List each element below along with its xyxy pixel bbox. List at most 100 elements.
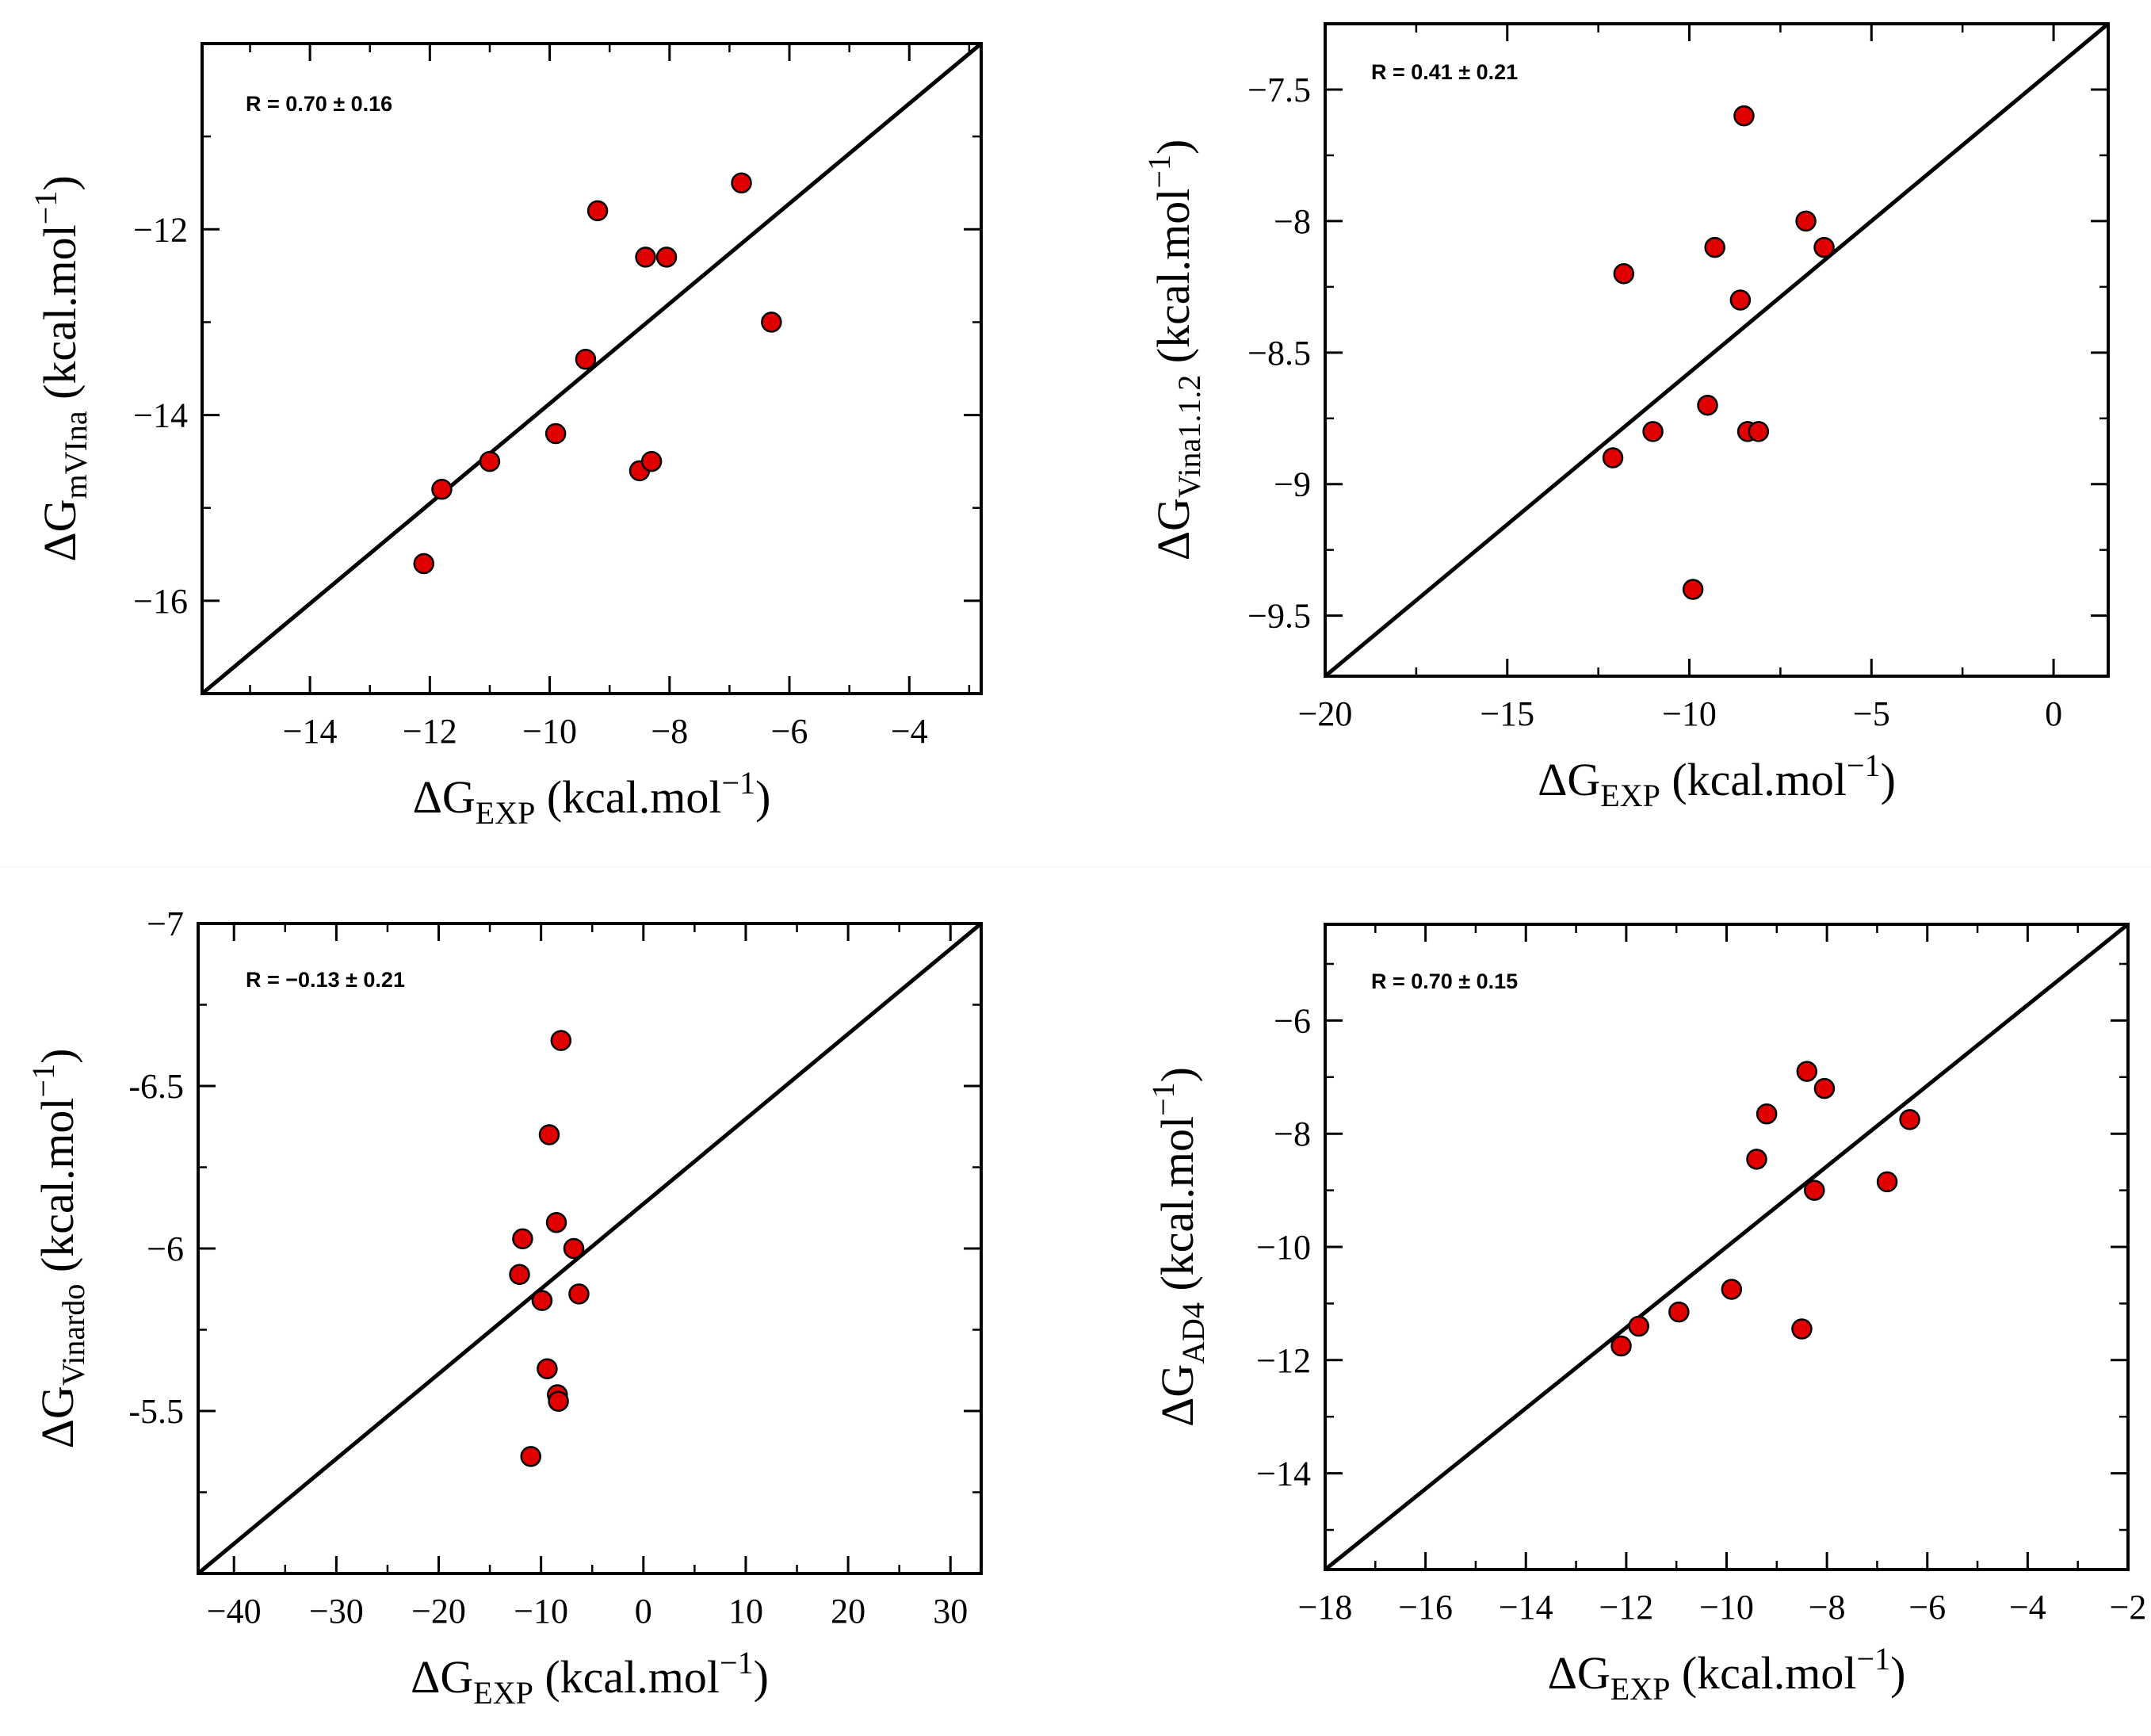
- correlation-annotation: R = 0.70 ± 0.16: [246, 92, 392, 116]
- correlation-annotation: R = −0.13 ± 0.21: [246, 968, 405, 992]
- chart-panel-2: −20 −15 −10 −5 0 −9.5 −9 −8.5 −8 −7.5 R = 0.41 ± 0…: [1141, 22, 2110, 813]
- y-tick-label: −10: [1256, 1228, 1311, 1267]
- data-point: [1602, 447, 1624, 468]
- x-tick-label: −2: [2110, 1588, 2147, 1627]
- data-point: [545, 1211, 567, 1233]
- y-tick-label: −8: [1274, 202, 1311, 241]
- x-tick-label: −6: [771, 712, 808, 751]
- y-axis-label: ΔGVinardo (kcal.mol−1): [25, 1049, 91, 1449]
- data-point: [1899, 1109, 1920, 1130]
- data-point: [1796, 1061, 1818, 1082]
- data-point: [537, 1358, 558, 1379]
- data-point: [538, 1124, 560, 1145]
- x-tick-label: −20: [1298, 694, 1353, 733]
- data-point: [1876, 1171, 1898, 1193]
- x-tick-label: 0: [2045, 694, 2062, 733]
- data-point: [640, 450, 663, 472]
- chart-panel-1: −14 −12 −10 −8 −6 −4 −16 −14 −12 R = 0.70 ± 0.16 Δ…: [28, 42, 983, 831]
- x-tick-label: −20: [411, 1592, 466, 1631]
- x-tick-label: −8: [651, 712, 688, 751]
- y-tick-label: −16: [133, 582, 188, 621]
- data-point: [550, 1030, 572, 1051]
- x-tick-label: −16: [1398, 1588, 1453, 1627]
- data-point: [479, 450, 501, 472]
- x-tick-label: −6: [1908, 1588, 1946, 1627]
- data-point: [1721, 1279, 1743, 1300]
- y-tick-label: −14: [1256, 1455, 1311, 1493]
- data-point: [1704, 236, 1725, 258]
- data-point: [520, 1446, 541, 1467]
- y-tick-label: −6: [1274, 1001, 1311, 1040]
- data-point: [1748, 421, 1770, 442]
- x-tick-label: −12: [403, 712, 457, 751]
- x-tick-label: −14: [283, 712, 338, 751]
- x-tick-label: −40: [207, 1592, 262, 1631]
- y-tick-label: −8.5: [1247, 334, 1311, 373]
- x-tick-label: 0: [635, 1592, 652, 1631]
- y-axis-label: ΔGVina1.1.2 (kcal.mol−1): [1141, 140, 1207, 561]
- y-tick-label: −14: [133, 396, 188, 435]
- data-point: [568, 1283, 590, 1305]
- x-tick-label: 30: [933, 1592, 968, 1631]
- data-point: [635, 247, 656, 268]
- data-point: [1613, 263, 1635, 285]
- data-point: [1668, 1301, 1690, 1323]
- data-point: [1746, 1149, 1767, 1170]
- correlation-annotation: R = 0.70 ± 0.15: [1371, 969, 1518, 993]
- x-tick-label: −4: [891, 712, 928, 751]
- y-tick-label: −6: [147, 1229, 184, 1268]
- reference-line: [1325, 924, 2128, 1570]
- y-tick-label: −7: [147, 904, 184, 943]
- panel-divider: [0, 866, 2151, 867]
- data-point: [1813, 236, 1835, 258]
- data-point: [575, 349, 597, 370]
- data-point: [1756, 1103, 1778, 1125]
- reference-line: [198, 923, 981, 1573]
- x-tick-label: −18: [1298, 1588, 1353, 1627]
- x-axis-label: ΔGEXP (kcal.mol−1): [1538, 748, 1896, 813]
- data-point: [1795, 210, 1817, 232]
- x-tick-label: −15: [1480, 694, 1534, 733]
- data-point: [1628, 1315, 1649, 1337]
- x-tick-label: −10: [522, 712, 577, 751]
- data-point: [1813, 1077, 1836, 1099]
- x-axis-label: ΔGEXP (kcal.mol−1): [1548, 1641, 1906, 1707]
- correlation-annotation: R = 0.41 ± 0.21: [1371, 60, 1518, 84]
- x-axis-label: ΔGEXP (kcal.mol−1): [413, 765, 771, 831]
- data-point: [1804, 1180, 1825, 1201]
- data-point: [548, 1390, 569, 1412]
- plot-frame: [201, 42, 983, 695]
- data-point: [544, 423, 567, 445]
- x-tick-label: 10: [728, 1592, 763, 1631]
- x-tick-label: −12: [1599, 1588, 1653, 1627]
- data-point: [509, 1264, 530, 1286]
- data-point: [563, 1237, 585, 1260]
- y-tick-label: -6.5: [128, 1067, 184, 1106]
- x-tick-label: −14: [1499, 1588, 1553, 1627]
- data-point: [1642, 421, 1664, 442]
- reference-line: [1325, 24, 2108, 676]
- data-point: [1733, 105, 1755, 127]
- data-point: [413, 553, 435, 575]
- data-point: [586, 200, 609, 222]
- data-point: [731, 172, 752, 193]
- x-tick-label: −30: [309, 1592, 364, 1631]
- data-point: [1697, 394, 1718, 416]
- data-point: [1729, 289, 1752, 311]
- data-point: [1791, 1318, 1813, 1340]
- y-tick-label: −8: [1274, 1115, 1311, 1153]
- y-tick-label: −7.5: [1247, 71, 1311, 109]
- data-point: [761, 312, 782, 333]
- x-tick-label: −8: [1809, 1588, 1846, 1627]
- data-point: [512, 1228, 533, 1249]
- y-tick-label: -5.5: [128, 1392, 184, 1431]
- x-tick-label: −4: [2009, 1588, 2046, 1627]
- data-point: [1610, 1335, 1632, 1357]
- x-tick-label: −5: [1853, 694, 1890, 733]
- plot-frame: [1324, 22, 2110, 678]
- chart-panel-4: −18 −16 −14 −12 −10 −8 −6 −4 −2 −14 −12 −10 −8 −6 R = …: [1145, 923, 2147, 1707]
- y-tick-label: −12: [133, 210, 188, 249]
- y-tick-label: −9: [1274, 465, 1311, 504]
- data-point: [531, 1290, 553, 1311]
